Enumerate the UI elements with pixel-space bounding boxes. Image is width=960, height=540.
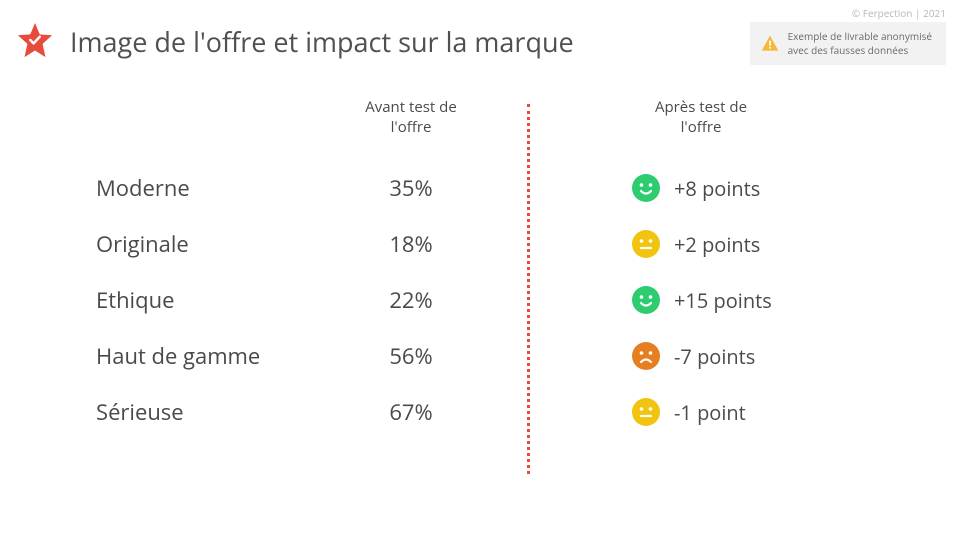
row-label: Ethique (96, 285, 306, 315)
row-after: +8 points (596, 174, 856, 202)
star-check-icon (16, 22, 54, 60)
row-after-points: +8 points (674, 175, 760, 202)
sentiment-neutral-icon (632, 230, 660, 258)
row-before-value: 56% (306, 341, 516, 371)
slide: © Ferpection | 2021 Exemple de livrable … (0, 0, 960, 540)
row-before-value: 22% (306, 285, 516, 315)
content-area: Avant test de l'offre Après test de l'of… (56, 98, 912, 429)
table-row: Haut de gamme 56% -7 points (96, 339, 912, 373)
row-label: Originale (96, 229, 306, 259)
column-headers: Avant test de l'offre Après test de l'of… (96, 98, 912, 137)
table-row: Sérieuse 67% -1 point (96, 395, 912, 429)
row-after: -1 point (596, 398, 856, 426)
row-before-value: 35% (306, 173, 516, 203)
table-row: Ethique 22% +15 points (96, 283, 912, 317)
sentiment-positive-icon (632, 174, 660, 202)
vertical-divider (527, 104, 530, 474)
column-header-after: Après test de l'offre (596, 98, 806, 137)
disclaimer-box: Exemple de livrable anonymisé avec des f… (750, 22, 946, 65)
column-header-before: Avant test de l'offre (306, 98, 516, 137)
sentiment-neutral-icon (632, 398, 660, 426)
table-row: Originale 18% +2 points (96, 227, 912, 261)
sentiment-negative-icon (632, 342, 660, 370)
table-row: Moderne 35% +8 points (96, 171, 912, 205)
row-after-points: -7 points (674, 343, 755, 370)
row-before-value: 67% (306, 397, 516, 427)
row-after: +2 points (596, 230, 856, 258)
copyright-text: © Ferpection | 2021 (852, 6, 946, 20)
row-after: -7 points (596, 342, 856, 370)
row-before-value: 18% (306, 229, 516, 259)
slide-title: Image de l'offre et impact sur la marque (70, 23, 574, 60)
data-rows: Moderne 35% +8 points Originale 18% +2 p… (96, 171, 912, 429)
row-after-points: -1 point (674, 399, 746, 426)
disclaimer-text: Exemple de livrable anonymisé avec des f… (788, 30, 932, 57)
row-after-points: +15 points (674, 287, 772, 314)
warning-icon (760, 34, 780, 54)
row-label: Moderne (96, 173, 306, 203)
sentiment-positive-icon (632, 286, 660, 314)
row-after: +15 points (596, 286, 856, 314)
row-after-points: +2 points (674, 231, 760, 258)
row-label: Sérieuse (96, 397, 306, 427)
row-label: Haut de gamme (96, 341, 306, 371)
